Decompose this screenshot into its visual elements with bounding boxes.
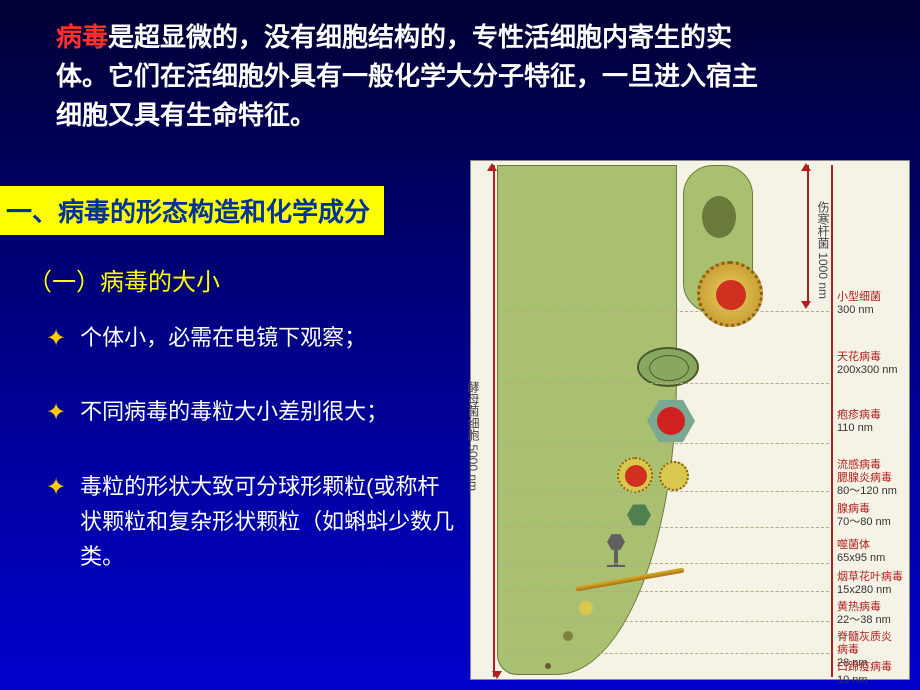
- section-title-text: 一、病毒的形态构造和化学成分: [6, 197, 370, 227]
- bullet-text: 个体小，必需在电镜下观察；: [80, 320, 366, 355]
- shape-area: [497, 165, 747, 677]
- nucleoid-shape: [702, 196, 736, 238]
- influenza-shape: [617, 457, 653, 493]
- right-scale-label: 伤寒杆菌 1000 nm: [815, 201, 832, 299]
- arrow-down-icon: [801, 301, 811, 309]
- diagram-item-label: 噬菌体65x95 nm: [837, 539, 905, 565]
- small-bacterium-shape: [697, 261, 763, 327]
- diagram-item-label: 腺病毒70～80 nm: [837, 503, 905, 529]
- diagram-item-label: 疱疹病毒110 nm: [837, 409, 905, 435]
- arrow-up-icon: [801, 163, 811, 171]
- mumps-shape: [659, 461, 689, 491]
- bullet-item: ✦ 不同病毒的毒粒大小差别很大；: [46, 394, 456, 432]
- diagram-item-label: 流感病毒腮腺炎病毒80～120 nm: [837, 459, 905, 499]
- inner-dot: [716, 280, 746, 310]
- influenza-core: [625, 465, 647, 487]
- guide-line: [499, 491, 829, 492]
- diagram-item-label: 天花病毒200x300 nm: [837, 351, 905, 377]
- phage-shape: [607, 533, 625, 551]
- guide-line: [499, 443, 829, 444]
- right-scale-bar: [807, 165, 809, 305]
- diagram-item-label: 口蹄疫病毒10 nm: [837, 661, 905, 687]
- guide-line: [499, 383, 829, 384]
- diagram-item-label: 小型细菌300 nm: [837, 291, 905, 317]
- guide-line: [499, 527, 829, 528]
- guide-line: [499, 311, 829, 312]
- section-title: 一、病毒的形态构造和化学成分: [0, 186, 384, 235]
- intro-rest: 是超显微的，没有细胞结构的，专性活细胞内寄生的实体。它们在活细胞外具有一般化学大…: [56, 22, 758, 130]
- phage-base: [607, 565, 625, 567]
- intro-highlight: 病毒: [56, 22, 108, 52]
- star-icon: ✦: [46, 469, 66, 507]
- guide-line: [499, 591, 829, 592]
- inner-oval: [649, 355, 689, 381]
- bullet-item: ✦ 个体小，必需在电镜下观察；: [46, 320, 456, 358]
- subsection-title: （一）病毒的大小: [28, 262, 220, 297]
- guide-line: [499, 653, 829, 654]
- intro-paragraph: 病毒是超显微的，没有细胞结构的，专性活细胞内寄生的实体。它们在活细胞外具有一般化…: [56, 18, 776, 135]
- guide-line: [499, 563, 829, 564]
- smallpox-shape: [637, 347, 699, 387]
- left-scale-label: 酵母菌细胞 5000 nm: [465, 381, 482, 491]
- bullet-item: ✦ 毒粒的形状大致可分球形颗粒(或称杆状颗粒和复杂形状颗粒（如蝌蚪少数几类。: [46, 469, 456, 575]
- virus-size-diagram: 酵母菌细胞 5000 nm 伤寒杆菌 1000 nm: [470, 160, 910, 680]
- fmd-shape: [545, 663, 551, 669]
- bullet-text: 不同病毒的毒粒大小差别很大；: [80, 394, 388, 429]
- diagram-item-label: 烟草花叶病毒15x280 nm: [837, 571, 905, 597]
- herpes-core: [657, 407, 685, 435]
- diagram-item-label: 黄热病毒22～38 nm: [837, 601, 905, 627]
- yellowfever-shape: [579, 601, 593, 615]
- star-icon: ✦: [46, 394, 66, 432]
- star-icon: ✦: [46, 320, 66, 358]
- guide-line: [499, 621, 829, 622]
- polio-shape: [563, 631, 573, 641]
- bullet-text: 毒粒的形状大致可分球形颗粒(或称杆状颗粒和复杂形状颗粒（如蝌蚪少数几类。: [80, 469, 456, 575]
- bullet-list: ✦ 个体小，必需在电镜下观察； ✦ 不同病毒的毒粒大小差别很大； ✦ 毒粒的形状…: [46, 320, 456, 610]
